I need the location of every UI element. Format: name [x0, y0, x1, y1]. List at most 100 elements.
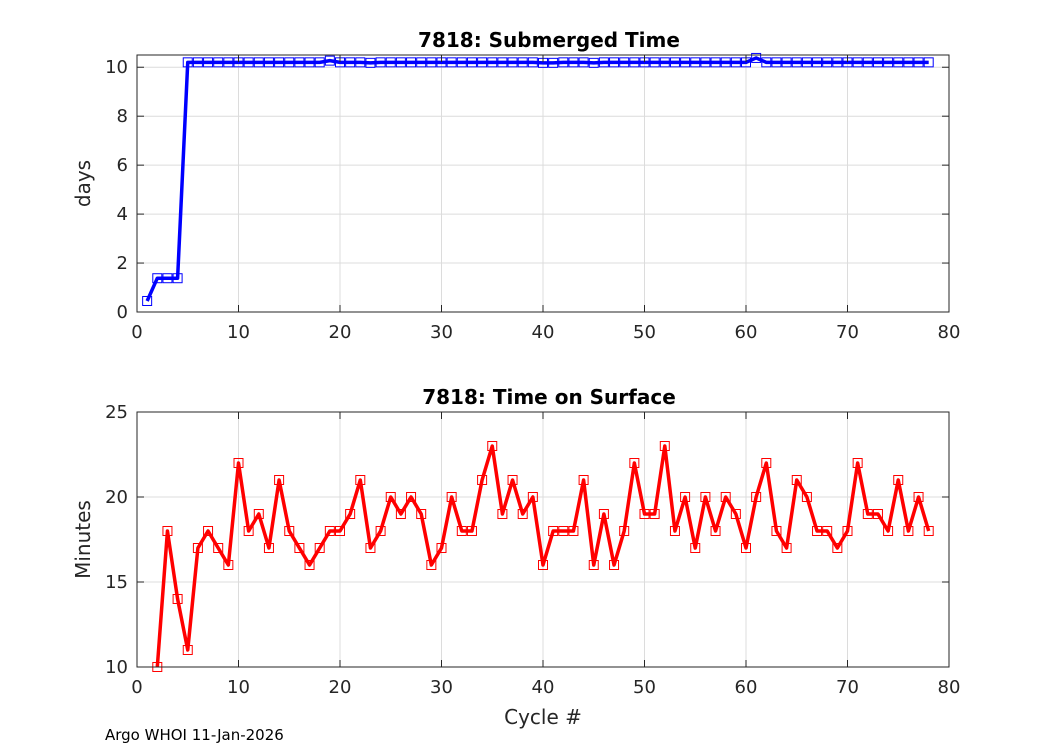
data-point	[416, 57, 427, 68]
data-point	[253, 57, 264, 68]
data-point	[883, 57, 894, 68]
data-point	[558, 526, 569, 536]
data-point	[345, 509, 356, 519]
y-axis-label: Minutes	[71, 500, 95, 579]
x-tick-label: 30	[430, 322, 453, 343]
data-point	[406, 57, 417, 68]
data-point	[314, 57, 325, 68]
data-point	[548, 526, 559, 536]
data-point	[172, 594, 183, 604]
data-point	[335, 526, 345, 536]
data-point	[487, 441, 498, 451]
x-tick-label: 20	[329, 677, 352, 698]
data-point	[284, 526, 295, 536]
data-point	[659, 441, 670, 451]
data-point	[192, 57, 203, 68]
data-point	[609, 560, 620, 570]
data-point	[659, 57, 670, 68]
submerged-time-chart: 0 10 20 30 40 50 60 70 80 0 2 4 6 8 10 7818: Submerged …	[71, 28, 960, 343]
data-point	[477, 475, 488, 485]
data-point	[446, 57, 457, 68]
chart-title: 7818: Time on Surface	[422, 385, 676, 409]
data-point	[822, 57, 833, 68]
chart-title: 7818: Submerged Time	[418, 28, 680, 52]
data-point	[182, 57, 193, 68]
data-point	[172, 273, 183, 284]
data-point	[446, 492, 457, 502]
data-point	[324, 526, 335, 536]
data-point	[213, 543, 224, 553]
data-point	[233, 458, 244, 468]
data-point	[304, 57, 315, 68]
data-point	[771, 526, 782, 536]
data-point	[558, 57, 569, 68]
x-tick-label: 70	[836, 677, 859, 698]
data-point	[822, 526, 833, 536]
data-point	[203, 526, 214, 536]
x-tick-label: 40	[532, 677, 555, 698]
data-point	[385, 492, 396, 502]
data-point	[598, 57, 609, 68]
data-point	[406, 492, 417, 502]
data-point	[730, 509, 741, 519]
x-tick-label: 40	[532, 322, 555, 343]
data-point	[162, 526, 173, 536]
data-point	[223, 57, 234, 68]
x-axis-label: Cycle #	[504, 705, 582, 729]
data-point	[669, 526, 680, 536]
data-point	[751, 492, 762, 502]
y-tick-label: 15	[105, 572, 128, 593]
data-point	[710, 57, 721, 68]
data-point	[578, 57, 589, 68]
data-point	[913, 492, 924, 502]
data-point	[538, 560, 548, 570]
data-point	[893, 57, 904, 68]
data-point	[741, 543, 751, 553]
data-point	[385, 57, 396, 68]
data-point	[852, 57, 863, 68]
data-point	[771, 57, 782, 68]
data-point	[629, 458, 640, 468]
data-point	[466, 526, 477, 536]
data-point	[883, 526, 894, 536]
data-point	[700, 492, 711, 502]
y-axis-label: days	[71, 160, 95, 207]
data-point	[223, 560, 234, 570]
x-tick-label: 60	[735, 322, 758, 343]
data-point	[872, 509, 883, 519]
data-point	[395, 57, 406, 68]
data-point	[274, 57, 285, 68]
data-point	[700, 57, 711, 68]
x-tick-label: 70	[836, 322, 859, 343]
data-point	[680, 492, 691, 502]
x-tick-label: 80	[938, 677, 961, 698]
data-point	[812, 57, 823, 68]
x-tick-label: 20	[329, 322, 352, 343]
data-point	[578, 475, 589, 485]
x-tick-label: 0	[131, 322, 142, 343]
data-point	[355, 57, 366, 68]
data-point	[812, 526, 823, 536]
data-point	[842, 526, 853, 536]
data-point	[162, 273, 173, 284]
x-tick-label: 50	[633, 677, 656, 698]
x-tick-label: 10	[227, 677, 250, 698]
data-point	[680, 57, 691, 68]
data-point	[903, 57, 914, 68]
y-tick-label: 2	[117, 253, 128, 274]
data-point	[751, 52, 762, 63]
data-point	[832, 57, 843, 68]
data-point	[801, 57, 812, 68]
data-point	[832, 543, 843, 553]
data-point	[781, 57, 792, 68]
y-tick-label: 6	[117, 155, 128, 176]
data-point	[314, 543, 325, 553]
x-tick-label: 50	[633, 322, 656, 343]
data-point	[649, 509, 660, 519]
data-point	[416, 509, 427, 519]
y-tick-label: 0	[117, 302, 128, 323]
data-point	[517, 509, 528, 519]
data-point	[598, 509, 609, 519]
y-tick-label: 10	[105, 57, 128, 78]
